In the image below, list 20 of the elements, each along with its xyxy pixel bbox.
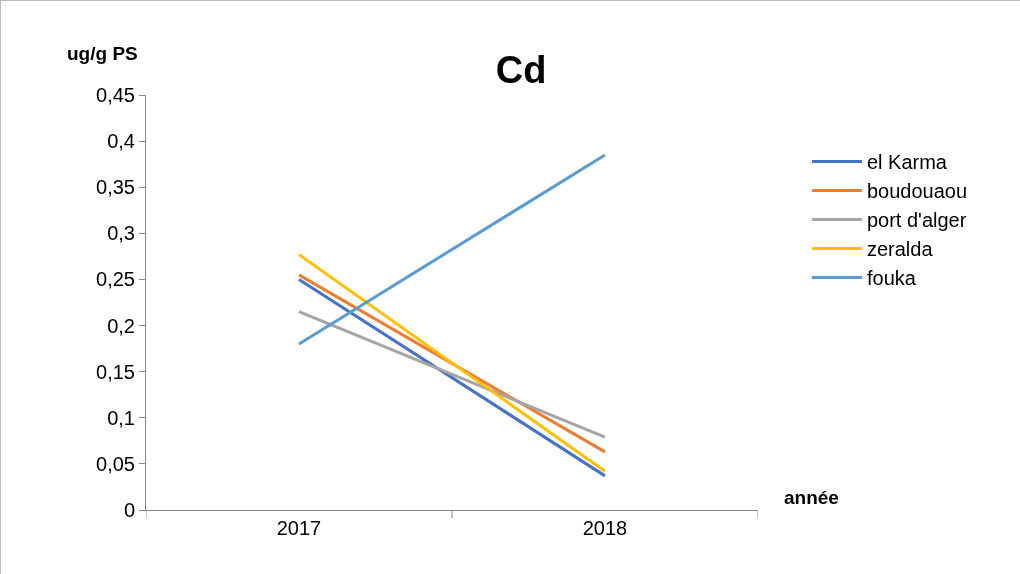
legend-label: fouka [866,267,917,290]
y-tick-label: 0 [123,499,135,521]
y-tick-label: 0,45 [96,84,135,106]
x-tick-label: 2018 [582,517,628,539]
y-tick-label: 0,2 [107,314,135,337]
y-axis-title: ug/g PS [67,43,138,64]
legend-label: zeralda [866,238,934,261]
x-axis-title: année [784,487,839,508]
y-tick-label: 0,1 [107,406,135,429]
y-tick-label: 0,15 [96,360,135,383]
y-tick-label: 0,3 [107,222,135,245]
y-tick-label: 0,4 [107,130,135,153]
legend-label: boudouaou [866,180,968,203]
legend-label: el Karma [866,151,948,174]
y-tick-label: 0,35 [96,176,135,199]
chart-title: Cd [495,49,547,92]
x-tick-label: 2017 [276,517,322,539]
legend-label: port d'alger [866,209,967,232]
y-tick-label: 0,25 [96,268,135,291]
y-tick-label: 0,05 [96,452,135,475]
